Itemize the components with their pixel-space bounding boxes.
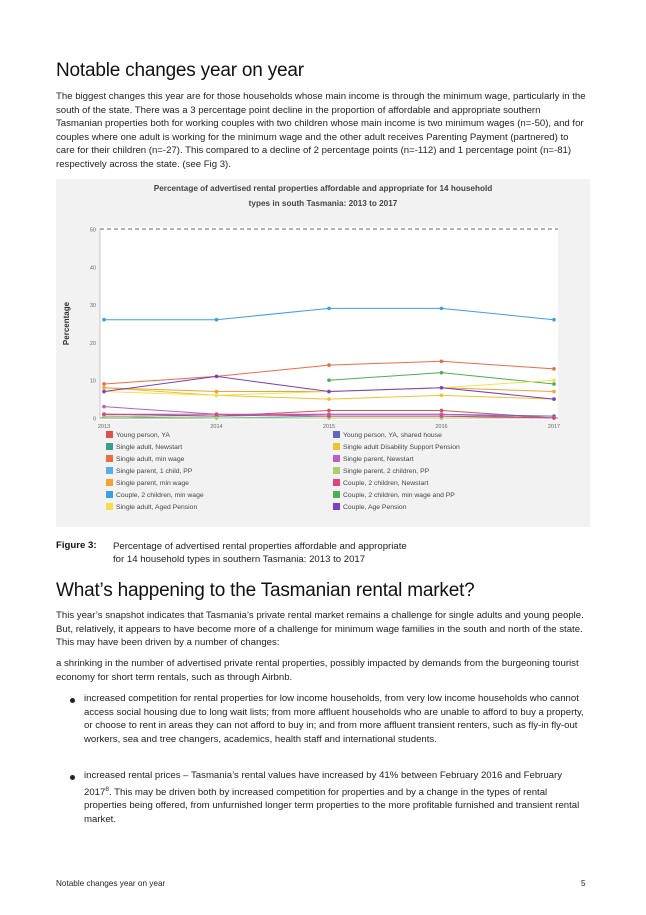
legend-swatch — [333, 467, 340, 474]
legend-label: Single parent, 1 child, PP — [116, 468, 193, 475]
legend-label: Single adult Disability Support Pension — [343, 444, 460, 451]
legend-swatch — [106, 491, 113, 498]
data-point — [552, 367, 556, 371]
bullet-rental-prices: increased rental prices – Tasmania’s ren… — [84, 769, 584, 827]
x-tick-label: 2015 — [323, 424, 335, 430]
data-point — [439, 408, 444, 413]
legend-label: Couple, 2 children, min wage — [116, 492, 204, 499]
section-heading-notable-changes: Notable changes year on year — [56, 60, 304, 81]
intro-paragraph: The biggest changes this year are for th… — [56, 91, 586, 170]
data-point — [102, 404, 106, 409]
legend-swatch — [106, 455, 113, 462]
y-axis-label: Percentage — [62, 301, 71, 345]
data-point — [102, 317, 106, 322]
data-point — [214, 374, 219, 379]
data-point — [327, 363, 331, 367]
legend-label: Couple, 2 children, Newstart — [343, 480, 428, 487]
plot-area — [100, 227, 558, 420]
legend-swatch — [106, 443, 113, 450]
data-point — [327, 414, 331, 418]
data-point — [439, 359, 444, 364]
legend-label: Single parent, Newstart — [343, 456, 414, 463]
line-chart: 0 10 20 30 40 50 2013 2014 2015 2016 2017 Percentag… — [62, 227, 560, 511]
data-point — [439, 414, 444, 418]
footer-title: Notable changes year on year — [56, 879, 166, 888]
data-point — [552, 416, 556, 420]
section-heading-rental-market: What’s happening to the Tasmanian rental… — [56, 580, 475, 601]
x-tick-label: 2014 — [210, 424, 222, 430]
data-point — [214, 389, 219, 394]
data-point — [102, 412, 106, 417]
data-point — [102, 385, 106, 390]
bullet-rental-prices-text-cont: . This may be driven both by increased c… — [84, 786, 580, 825]
y-tick-label: 30 — [90, 303, 96, 309]
data-point — [552, 389, 556, 394]
data-point — [439, 306, 444, 311]
legend-label: Single parent, 2 children, PP — [343, 468, 430, 475]
shrinking-paragraph: a shrinking in the number of advertised … — [56, 658, 579, 683]
y-tick-label: 10 — [90, 379, 96, 385]
legend-label: Single adult, min wage — [116, 456, 185, 463]
chart-title-line-2: types in south Tasmania: 2013 to 2017 — [248, 199, 398, 208]
x-tick-label: 2013 — [98, 424, 110, 430]
data-point — [327, 389, 331, 394]
footnote-ref-8[interactable]: 8 — [105, 785, 109, 793]
y-tick-label: 0 — [93, 417, 96, 423]
legend-label: Couple, Age Pension — [343, 504, 407, 511]
legend-swatch — [333, 479, 340, 486]
data-point — [327, 378, 331, 382]
legend-swatch — [106, 431, 113, 438]
legend-swatch — [333, 431, 340, 438]
y-tick-label: 20 — [90, 341, 96, 347]
rental-market-paragraph: This year’s snapshot indicates that Tasm… — [56, 610, 584, 649]
legend-swatch — [333, 491, 340, 498]
figure-caption: Percentage of advertised rental properti… — [113, 540, 473, 566]
data-point — [552, 378, 556, 382]
data-point — [214, 412, 219, 417]
data-point — [439, 370, 444, 375]
figure-caption-line-2: for 14 household types in southern Tasma… — [113, 554, 366, 565]
data-point — [552, 382, 556, 386]
bullet-dot-2 — [70, 775, 75, 780]
data-point — [327, 306, 331, 311]
legend-swatch — [106, 479, 113, 486]
data-point — [327, 397, 331, 401]
data-point — [552, 397, 556, 401]
data-point — [102, 382, 106, 386]
legend-swatch — [333, 503, 340, 510]
legend-swatch — [333, 443, 340, 450]
data-point — [439, 393, 444, 398]
data-point — [214, 416, 219, 420]
chart-container: Percentage of advertised rental properti… — [56, 179, 590, 527]
bullet-rental-prices-text: increased rental prices – Tasmania’s ren… — [84, 770, 563, 798]
bullet-competition: increased competition for rental propert… — [84, 693, 584, 745]
legend-swatch — [333, 455, 340, 462]
data-point — [327, 408, 331, 413]
data-point — [102, 389, 106, 394]
legend-label: Couple, 2 children, min wage and PP — [343, 492, 455, 499]
data-point — [214, 393, 219, 398]
y-tick-label: 50 — [90, 228, 96, 234]
data-point — [214, 317, 219, 322]
legend-label: Young person, YA — [116, 432, 170, 439]
chart-title-line-1: Percentage of advertised rental properti… — [153, 184, 493, 193]
legend-label: Single adult, Aged Pension — [116, 504, 197, 511]
legend-label: Single adult, Newstart — [116, 444, 182, 451]
figure-caption-line-1: Percentage of advertised rental properti… — [113, 541, 407, 552]
bullet-dot-1 — [70, 698, 75, 703]
data-point — [552, 317, 556, 322]
legend-swatch — [106, 467, 113, 474]
legend-label: Single parent, min wage — [116, 480, 189, 487]
legend-label: Young person, YA, shared house — [343, 432, 442, 439]
page-number: 5 — [581, 879, 586, 888]
figure-number: Figure 3: — [56, 540, 97, 551]
x-tick-label: 2017 — [548, 424, 560, 430]
x-tick-label: 2016 — [435, 424, 447, 430]
y-tick-label: 40 — [90, 265, 96, 271]
data-point — [439, 385, 444, 390]
legend-swatch — [106, 503, 113, 510]
